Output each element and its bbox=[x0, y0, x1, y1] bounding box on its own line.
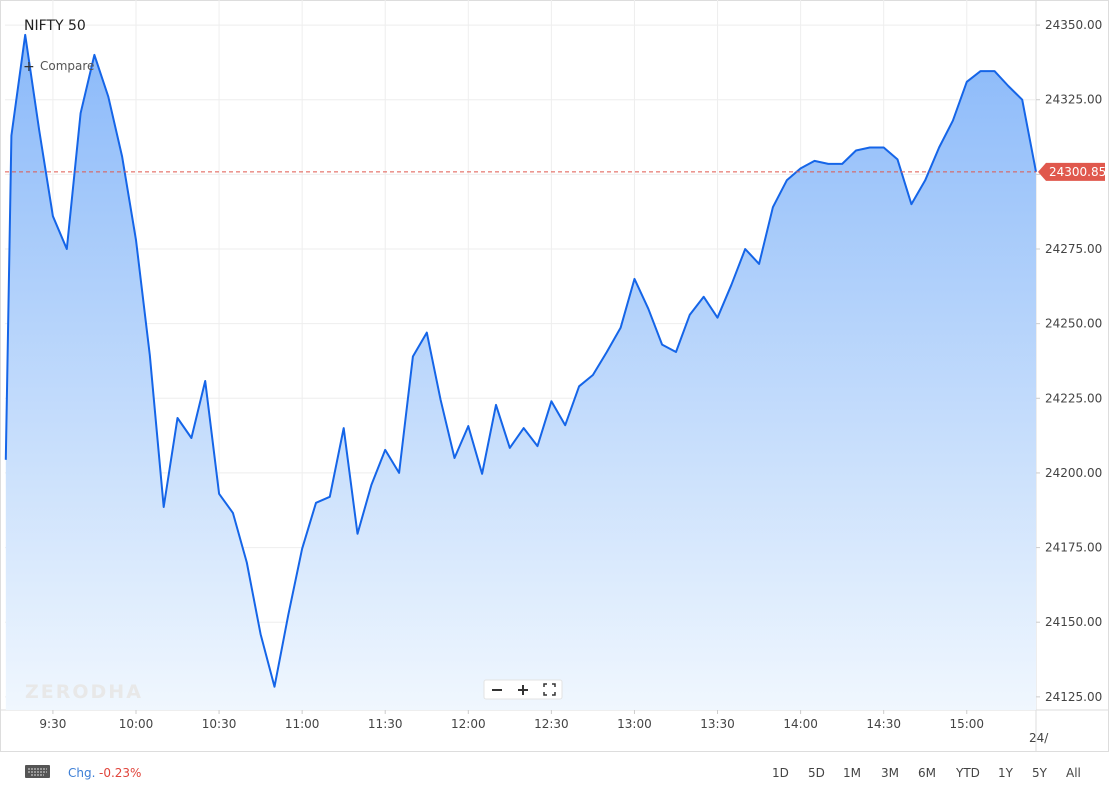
area bbox=[5, 34, 1036, 710]
y-tick-label: 24125.00 bbox=[1045, 690, 1102, 704]
range-button[interactable]: 6M bbox=[918, 766, 936, 780]
last-price-tag bbox=[1038, 162, 1105, 181]
y-tick-label: 24225.00 bbox=[1045, 391, 1102, 405]
chart-title: NIFTY 50 bbox=[24, 18, 86, 34]
range-button[interactable]: 1Y bbox=[998, 766, 1013, 780]
toolbar: Chg. -0.23% 1D 5D 1M 3M 6M YTD 1Y 5Y All bbox=[0, 752, 1109, 797]
x-tick-label: 12:30 bbox=[534, 717, 569, 731]
range-button[interactable]: YTD bbox=[956, 766, 980, 780]
compare-button[interactable]: + Compare bbox=[23, 59, 94, 75]
x-tick-label: 13:30 bbox=[700, 717, 735, 731]
x-tick-label: 14:30 bbox=[866, 717, 901, 731]
zoom-in[interactable] bbox=[518, 685, 528, 695]
y-tick-label: 24250.00 bbox=[1045, 317, 1102, 331]
plus-icon: + bbox=[23, 59, 35, 75]
change-label: Chg. bbox=[68, 766, 96, 780]
x-tick-label: 12:00 bbox=[451, 717, 486, 731]
next-date-label: 24/ bbox=[1029, 731, 1049, 745]
x-tick-label: 13:00 bbox=[617, 717, 652, 731]
x-tick-label: 11:30 bbox=[368, 717, 403, 731]
y-tick-label: 24275.00 bbox=[1045, 242, 1102, 256]
y-tick-label: 24175.00 bbox=[1045, 541, 1102, 555]
x-tick-label: 10:30 bbox=[202, 717, 237, 731]
fullscreen[interactable] bbox=[543, 683, 556, 696]
last-price-label: 24300.85 bbox=[1049, 165, 1106, 179]
range-button[interactable]: 3M bbox=[881, 766, 899, 780]
x-tick-label: 15:00 bbox=[949, 717, 984, 731]
y-tick-label: 24150.00 bbox=[1045, 615, 1102, 629]
chart: ZERODHA NIFTY 50 + Compare 24/ 24125.00 2… bbox=[0, 0, 1109, 752]
range-button[interactable]: 1M bbox=[843, 766, 861, 780]
x-tick-label: 14:00 bbox=[783, 717, 818, 731]
watermark: ZERODHA bbox=[25, 681, 143, 703]
x-tick-label: 10:00 bbox=[119, 717, 154, 731]
y-tick-label: 24350.00 bbox=[1045, 18, 1102, 32]
compare-label: Compare bbox=[40, 59, 94, 73]
keyboard-icon[interactable] bbox=[24, 764, 52, 780]
y-tick-label: 24200.00 bbox=[1045, 466, 1102, 480]
y-tick-label: 24325.00 bbox=[1045, 93, 1102, 107]
range-button[interactable]: 5Y bbox=[1032, 766, 1047, 780]
zoom-controls bbox=[483, 679, 563, 700]
range-button[interactable]: All bbox=[1066, 766, 1081, 780]
x-tick-label: 9:30 bbox=[39, 717, 66, 731]
range-button[interactable]: 5D bbox=[808, 766, 825, 780]
price-line bbox=[4, 33, 1037, 688]
range-button[interactable]: 1D bbox=[772, 766, 789, 780]
x-tick-label: 11:00 bbox=[285, 717, 320, 731]
change-value: -0.23% bbox=[99, 766, 142, 780]
